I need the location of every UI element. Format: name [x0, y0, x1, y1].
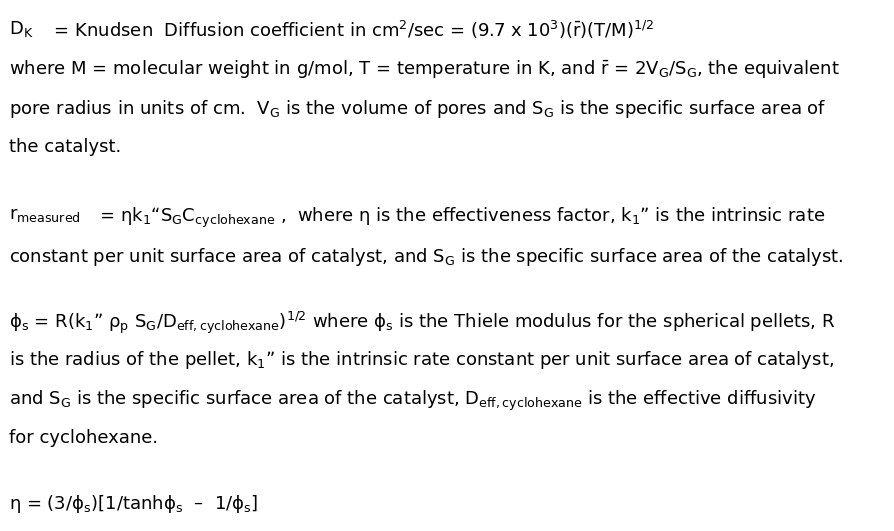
Text: = $\mathregular{\eta k_1}$“S$\mathregular{_G}$C$\mathregular{_{cyclohexane}}$ , : = $\mathregular{\eta k_1}$“S$\mathregula… — [88, 205, 825, 230]
Text: and S$\mathregular{_G}$ is the specific surface area of the catalyst, D$\mathreg: and S$\mathregular{_G}$ is the specific … — [9, 389, 816, 413]
Text: is the radius of the pellet, k$\mathregular{_1}$” is the intrinsic rate constant: is the radius of the pellet, k$\mathregu… — [9, 349, 834, 371]
Text: constant per unit surface area of catalyst, and S$\mathregular{_G}$ is the speci: constant per unit surface area of cataly… — [9, 246, 843, 268]
Text: the catalyst.: the catalyst. — [9, 138, 122, 156]
Text: $\mathregular{\eta}$ = (3/$\mathregular{\phi_s}$)[1/tanh$\mathregular{\phi_s}$  : $\mathregular{\eta}$ = (3/$\mathregular{… — [9, 493, 258, 515]
Text: $\mathregular{D_K}$: $\mathregular{D_K}$ — [9, 19, 33, 39]
Text: pore radius in units of cm.  V$\mathregular{_G}$ is the volume of pores and S$\m: pore radius in units of cm. V$\mathregul… — [9, 98, 826, 120]
Text: = Knudsen  Diffusion coefficient in cm$\mathregular{^2}$/sec = (9.7 x 10$\mathre: = Knudsen Diffusion coefficient in cm$\m… — [48, 19, 654, 41]
Text: for cyclohexane.: for cyclohexane. — [9, 429, 158, 447]
Text: where M = molecular weight in g/mol, T = temperature in K, and $\mathregular{\ba: where M = molecular weight in g/mol, T =… — [9, 58, 839, 81]
Text: $\mathregular{r_{measured}}$: $\mathregular{r_{measured}}$ — [9, 205, 80, 224]
Text: $\mathregular{\phi_s}$ = R(k$\mathregular{_1}$” $\mathregular{\rho_p}$ S$\mathre: $\mathregular{\phi_s}$ = R(k$\mathregula… — [9, 309, 835, 336]
